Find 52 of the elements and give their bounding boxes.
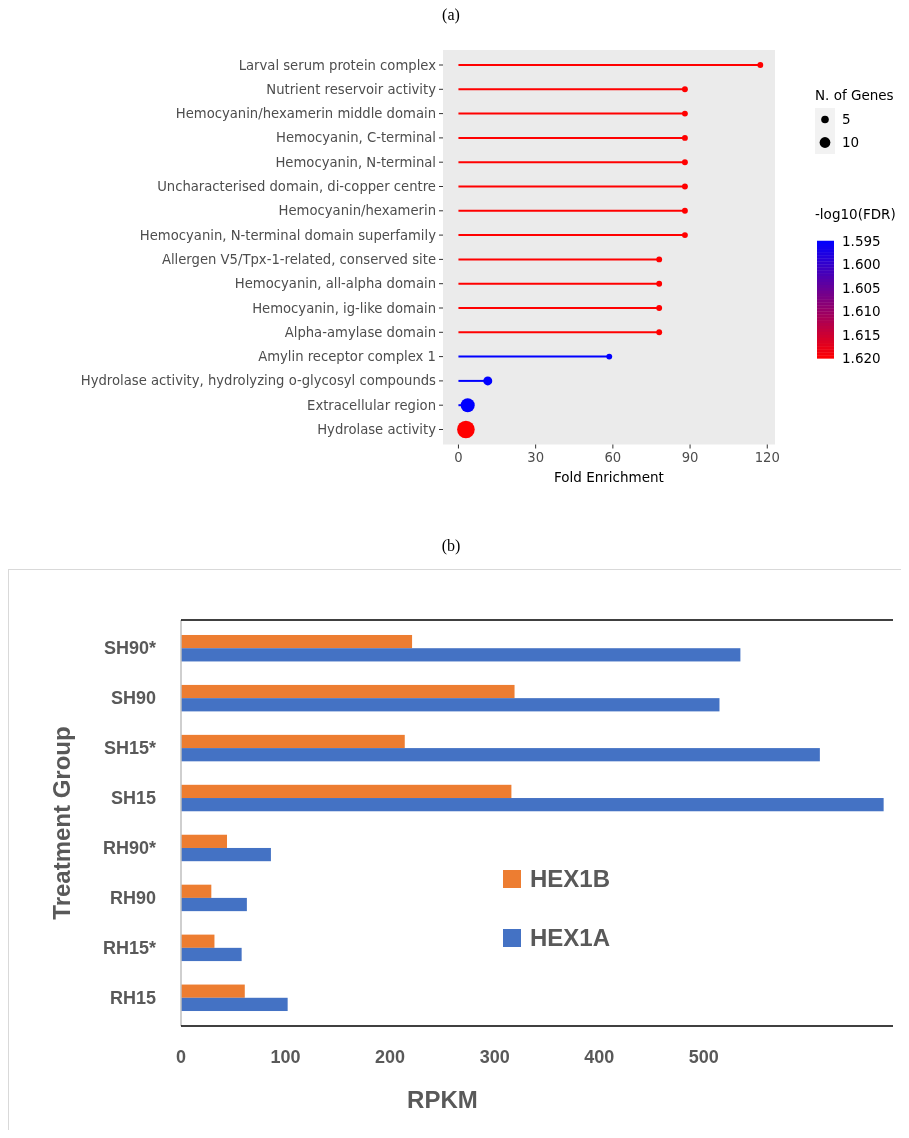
- chart-title: (a): [442, 6, 460, 24]
- x-axis-title: RPKM: [407, 1086, 478, 1113]
- color-bar-label: 1.605: [842, 279, 881, 296]
- y-tick-label: Uncharacterised domain, di-copper centre: [157, 179, 436, 194]
- y-tick-label: Alpha-amylase domain: [284, 324, 436, 340]
- x-tick-label: 90: [681, 449, 699, 465]
- y-tick-label: Hemocyanin/hexamerin middle domain: [175, 106, 436, 122]
- y-tick-label: RH90*: [102, 837, 156, 858]
- y-tick-label: Hemocyanin, N-terminal: [275, 154, 436, 170]
- y-tick-label: Hemocyanin, N-terminal domain superfamily: [139, 227, 437, 243]
- y-tick-label: Hydrolase activity, hydrolyzing o-glycosyl compounds: [80, 373, 437, 389]
- color-bar-label: 1.620: [842, 350, 881, 367]
- x-tick-label: 30: [527, 449, 545, 465]
- y-tick-label: Extracellular region: [307, 397, 436, 413]
- y-tick-label: Hemocyanin, C-terminal: [276, 130, 436, 146]
- y-tick-label: RH15: [109, 987, 156, 1008]
- legend-label: 5: [842, 111, 851, 127]
- x-tick-label: 120: [754, 449, 780, 465]
- chart-title: (b): [441, 537, 461, 555]
- y-tick-label: Hydrolase activity: [317, 422, 437, 437]
- legend-label: 10: [842, 134, 860, 150]
- x-tick-label: 100: [270, 1047, 301, 1067]
- y-tick-label: Nutrient reservoir activity: [266, 81, 437, 97]
- x-tick-label: 500: [688, 1047, 719, 1067]
- color-bar-label: 1.610: [842, 303, 881, 320]
- y-tick-label: SH15: [110, 788, 156, 809]
- x-tick-label: 200: [375, 1047, 406, 1067]
- color-bar-label: 1.600: [842, 256, 881, 273]
- color-bar-title: -log10(FDR): [815, 206, 896, 222]
- legend-label: HEX1B: [530, 865, 611, 892]
- y-tick-label: Hemocyanin, ig-like domain: [252, 300, 436, 316]
- legend-title: N. of Genes: [815, 87, 894, 103]
- x-tick-label: 400: [584, 1047, 615, 1067]
- x-tick-label: 60: [604, 449, 622, 465]
- y-tick-label: RH90: [109, 887, 156, 908]
- y-axis-title: Treatment Group: [48, 726, 75, 920]
- y-tick-label: SH90: [110, 688, 156, 709]
- y-tick-label: SH90*: [103, 638, 156, 659]
- x-tick-label: 300: [479, 1047, 510, 1067]
- x-tick-label: 0: [175, 1047, 187, 1067]
- x-axis-title: Fold Enrichment: [554, 468, 664, 485]
- color-bar-label: 1.595: [842, 232, 881, 249]
- y-tick-label: Amylin receptor complex 1: [258, 349, 436, 365]
- color-bar-label: 1.615: [842, 326, 881, 343]
- y-tick-label: Allergen V5/Tpx-1-related, conserved site: [161, 251, 436, 267]
- y-tick-label: Larval serum protein complex: [238, 57, 437, 73]
- y-tick-label: Hemocyanin, all-alpha domain: [234, 276, 436, 292]
- y-tick-label: SH15*: [103, 738, 156, 759]
- y-tick-label: Hemocyanin/hexamerin: [278, 203, 436, 219]
- x-tick-label: 0: [454, 449, 463, 465]
- y-tick-label: RH15*: [102, 937, 156, 958]
- legend-label: HEX1A: [530, 924, 611, 951]
